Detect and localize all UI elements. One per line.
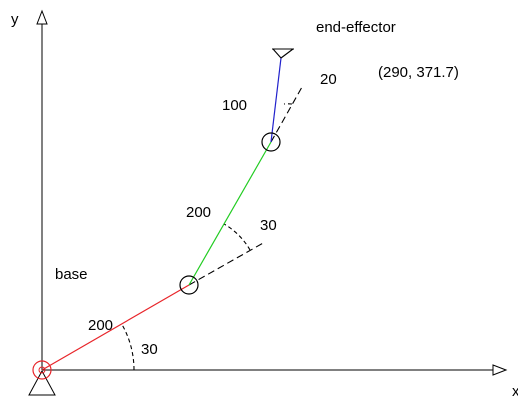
- base-joint: [32, 360, 52, 380]
- base-ground-triangle: [28, 369, 56, 396]
- link-1-segment: [41, 284, 190, 371]
- angle-1-arc: [121, 323, 135, 371]
- link-2-length-label: 200: [186, 204, 211, 221]
- base-joint-dot: [38, 366, 46, 374]
- link-1-angle-label: 30: [141, 341, 158, 358]
- y-axis-label: y: [11, 11, 19, 28]
- angle-2-reference-line: [188, 241, 266, 286]
- end-effector-label: end-effector: [316, 19, 396, 36]
- link-3-angle-label: 20: [320, 71, 337, 88]
- joint-2: [179, 275, 199, 295]
- x-axis-label: x: [512, 383, 518, 398]
- y-axis-arrowhead: [36, 9, 48, 25]
- joint-3: [261, 132, 281, 152]
- link-3-segment: [270, 57, 282, 143]
- x-axis-arrowhead: [492, 364, 508, 376]
- link-2-angle-label: 30: [260, 217, 277, 234]
- link-2-segment: [188, 141, 272, 286]
- angle-2-arc: [223, 223, 251, 251]
- base-label: base: [55, 266, 88, 283]
- link-1-length-label: 200: [88, 317, 113, 334]
- link-3-length-label: 100: [222, 97, 247, 114]
- end-effector-gripper: [272, 48, 294, 59]
- end-effector-coordinates: (290, 371.7): [378, 64, 459, 81]
